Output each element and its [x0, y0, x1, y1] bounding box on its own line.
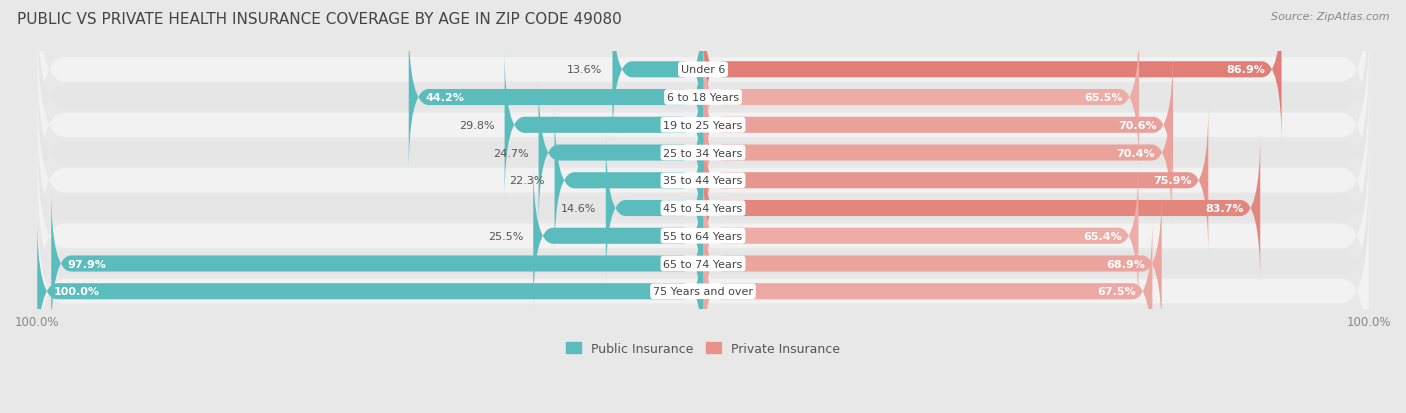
FancyBboxPatch shape	[703, 161, 1139, 311]
FancyBboxPatch shape	[37, 193, 1369, 390]
FancyBboxPatch shape	[37, 216, 703, 367]
Text: Source: ZipAtlas.com: Source: ZipAtlas.com	[1271, 12, 1389, 22]
FancyBboxPatch shape	[37, 0, 1369, 169]
FancyBboxPatch shape	[37, 110, 1369, 307]
FancyBboxPatch shape	[37, 165, 1369, 362]
Text: 44.2%: 44.2%	[426, 93, 464, 103]
Text: 13.6%: 13.6%	[567, 65, 603, 75]
FancyBboxPatch shape	[533, 161, 703, 311]
FancyBboxPatch shape	[505, 50, 703, 200]
FancyBboxPatch shape	[703, 216, 1153, 367]
Text: 86.9%: 86.9%	[1226, 65, 1265, 75]
Text: 100.0%: 100.0%	[53, 287, 100, 297]
FancyBboxPatch shape	[703, 106, 1208, 256]
Text: 70.4%: 70.4%	[1116, 148, 1156, 158]
Text: Under 6: Under 6	[681, 65, 725, 75]
FancyBboxPatch shape	[37, 0, 1369, 196]
FancyBboxPatch shape	[703, 78, 1171, 228]
FancyBboxPatch shape	[703, 133, 1260, 283]
Text: 25.5%: 25.5%	[488, 231, 523, 241]
Text: 19 to 25 Years: 19 to 25 Years	[664, 121, 742, 131]
FancyBboxPatch shape	[703, 0, 1281, 145]
Text: 55 to 64 Years: 55 to 64 Years	[664, 231, 742, 241]
FancyBboxPatch shape	[703, 23, 1139, 173]
FancyBboxPatch shape	[37, 82, 1369, 279]
FancyBboxPatch shape	[37, 27, 1369, 224]
Text: 29.8%: 29.8%	[458, 121, 495, 131]
Legend: Public Insurance, Private Insurance: Public Insurance, Private Insurance	[561, 337, 845, 360]
Text: 65.5%: 65.5%	[1084, 93, 1122, 103]
FancyBboxPatch shape	[538, 78, 703, 228]
Text: 6 to 18 Years: 6 to 18 Years	[666, 93, 740, 103]
Text: 25 to 34 Years: 25 to 34 Years	[664, 148, 742, 158]
Text: 22.3%: 22.3%	[509, 176, 544, 186]
FancyBboxPatch shape	[37, 138, 1369, 335]
FancyBboxPatch shape	[37, 55, 1369, 252]
FancyBboxPatch shape	[703, 50, 1173, 200]
Text: 75 Years and over: 75 Years and over	[652, 287, 754, 297]
Text: 70.6%: 70.6%	[1118, 121, 1156, 131]
FancyBboxPatch shape	[613, 0, 703, 145]
Text: 65.4%: 65.4%	[1083, 231, 1122, 241]
Text: 65 to 74 Years: 65 to 74 Years	[664, 259, 742, 269]
FancyBboxPatch shape	[51, 189, 703, 339]
FancyBboxPatch shape	[554, 106, 703, 256]
Text: 45 to 54 Years: 45 to 54 Years	[664, 204, 742, 214]
Text: PUBLIC VS PRIVATE HEALTH INSURANCE COVERAGE BY AGE IN ZIP CODE 49080: PUBLIC VS PRIVATE HEALTH INSURANCE COVER…	[17, 12, 621, 27]
Text: 35 to 44 Years: 35 to 44 Years	[664, 176, 742, 186]
FancyBboxPatch shape	[606, 133, 703, 283]
Text: 24.7%: 24.7%	[494, 148, 529, 158]
Text: 14.6%: 14.6%	[561, 204, 596, 214]
FancyBboxPatch shape	[409, 23, 703, 173]
Text: 67.5%: 67.5%	[1097, 287, 1136, 297]
FancyBboxPatch shape	[703, 189, 1161, 339]
Text: 83.7%: 83.7%	[1205, 204, 1243, 214]
Text: 68.9%: 68.9%	[1107, 259, 1144, 269]
Text: 97.9%: 97.9%	[67, 259, 107, 269]
Text: 75.9%: 75.9%	[1153, 176, 1192, 186]
